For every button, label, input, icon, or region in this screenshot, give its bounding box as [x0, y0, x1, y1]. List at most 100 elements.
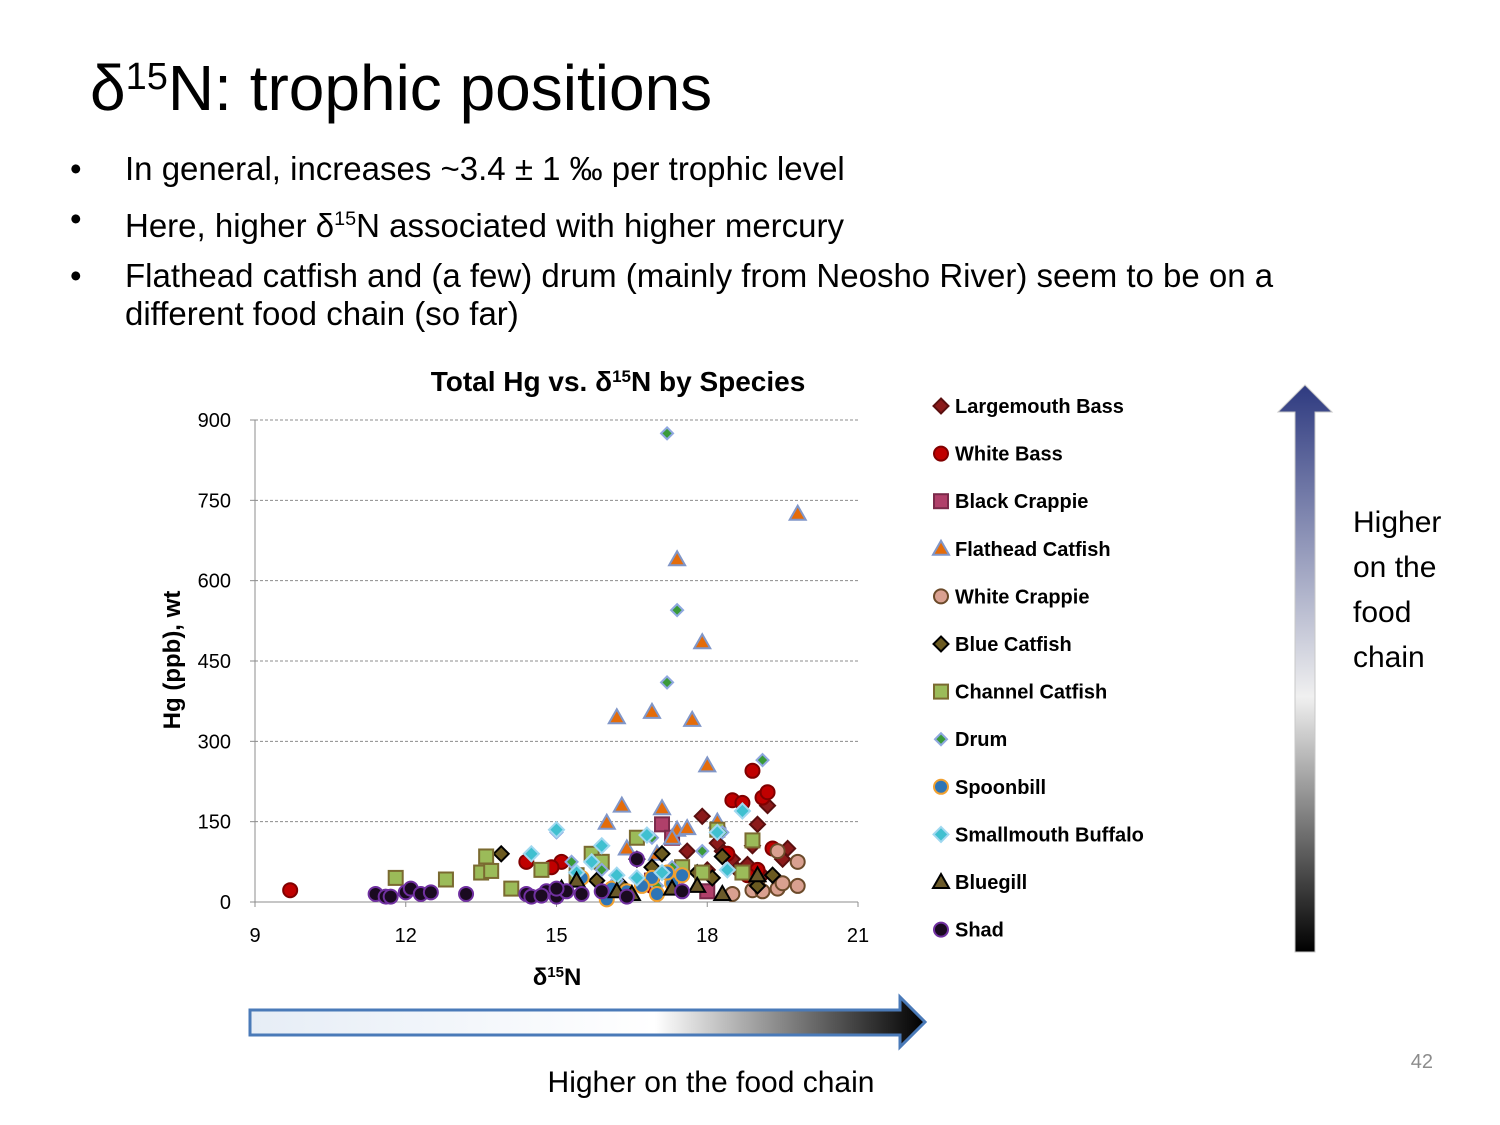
data-point: [669, 602, 685, 618]
data-point: [755, 752, 770, 768]
bullet: Flathead catfish and (a few) drum (mainl…: [70, 257, 1400, 333]
title-part: N: trophic positions: [168, 52, 712, 124]
data-point: [617, 838, 637, 856]
data-point: [638, 826, 656, 844]
x-label-part: δ: [533, 964, 548, 991]
bullet-list: In general, increases ~3.4 ± 1 ‰ per tro…: [70, 150, 1400, 345]
data-point: [548, 880, 565, 897]
x-tick-label: 21: [847, 925, 869, 947]
data-point: [483, 862, 500, 879]
data-point: [692, 632, 712, 650]
data-point: [437, 871, 454, 888]
legend-label: Largemouth Bass: [955, 396, 1124, 418]
data-point: [744, 762, 761, 779]
legend-label: Flathead Catfish: [955, 539, 1111, 561]
title-sup: 15: [126, 56, 168, 98]
legend-label: Black Crappie: [955, 491, 1088, 513]
data-point: [382, 888, 399, 905]
legend-marker: [932, 825, 950, 844]
data-point: [649, 885, 665, 902]
x-tick-label: 12: [395, 925, 417, 947]
data-point: [612, 795, 632, 813]
chart-title-sup: 15: [612, 367, 631, 386]
data-point: [734, 864, 751, 881]
y-axis-label: Hg (ppb), wt: [159, 591, 186, 730]
chart-title-part: Total Hg vs. δ: [431, 366, 612, 397]
legend-marker: [933, 445, 949, 462]
data-point: [573, 885, 590, 902]
data-point: [694, 864, 711, 881]
legend-label: Smallmouth Buffalo: [955, 824, 1144, 846]
horizontal-arrow-label: Higher on the food chain: [548, 1066, 875, 1099]
data-point: [718, 860, 737, 879]
bullet-part: Here, higher δ: [125, 207, 335, 244]
data-point: [712, 883, 733, 901]
data-point: [748, 815, 767, 834]
data-point: [682, 709, 702, 727]
data-point: [282, 882, 299, 899]
legend-marker: [933, 683, 949, 700]
vertical-arrow: [1276, 384, 1334, 953]
y-tick-label: 900: [198, 410, 231, 432]
y-tick-label: 150: [198, 812, 231, 834]
legend-label: Channel Catfish: [955, 682, 1107, 704]
data-point: [694, 843, 710, 859]
data-point: [654, 816, 671, 833]
plot: 0 150 300 450 600 750 900 9 12 15 18 21: [198, 410, 870, 947]
data-point: [522, 844, 541, 863]
data-point: [659, 425, 675, 441]
legend-label: Spoonbill: [955, 777, 1046, 799]
data-point: [618, 888, 635, 905]
data-point: [674, 883, 691, 900]
legend-marker: [933, 588, 949, 605]
data-point: [659, 675, 675, 690]
y-tick-label: 300: [198, 731, 231, 753]
data-point: [744, 832, 761, 849]
x-tick-label: 15: [545, 925, 567, 947]
data-point: [697, 755, 717, 773]
data-point: [677, 818, 697, 836]
data-point: [769, 843, 786, 860]
data-point: [533, 887, 550, 904]
data-point: [708, 823, 727, 842]
legend-marker: [932, 635, 950, 653]
data-point: [687, 875, 707, 893]
data-point: [597, 812, 617, 830]
data-point: [503, 880, 520, 897]
legend-label: Drum: [955, 729, 1007, 751]
data-point: [789, 877, 806, 894]
x-tick-label: 18: [696, 925, 718, 947]
data-point: [564, 854, 579, 870]
data-point: [708, 834, 727, 853]
data-point: [628, 851, 645, 868]
x-label-part: N: [564, 964, 581, 991]
data-point: [478, 848, 495, 865]
legend: Largemouth Bass White Bass Black Crappie Fl…: [931, 396, 1144, 942]
legend-marker: [933, 731, 949, 747]
data-point: [458, 885, 475, 902]
data-point: [593, 883, 610, 900]
x-label-sup: 15: [547, 964, 564, 981]
data-point: [533, 861, 550, 878]
x-axis-label: δ15N: [533, 964, 582, 992]
chart-title: Total Hg vs. δ15N by Species: [431, 366, 806, 397]
data-point: [547, 820, 566, 839]
legend-marker: [933, 921, 949, 938]
data-point: [387, 869, 404, 886]
y-tick-label: 450: [198, 651, 231, 673]
data-point: [582, 852, 601, 871]
y-tick-label: 0: [220, 892, 231, 914]
data-point: [607, 707, 627, 725]
bullet-part: N associated with higher mercury: [356, 207, 845, 244]
bullet: In general, increases ~3.4 ± 1 ‰ per tro…: [70, 150, 1400, 188]
data-point: [653, 844, 671, 863]
vertical-arrow-label: Higher on the food chain: [1353, 506, 1442, 674]
legend-label: Shad: [955, 920, 1004, 942]
legend-marker: [931, 538, 951, 556]
y-tick-label: 750: [198, 490, 231, 512]
data-point: [733, 802, 752, 820]
data-point: [774, 875, 791, 892]
data-point: [678, 842, 697, 861]
